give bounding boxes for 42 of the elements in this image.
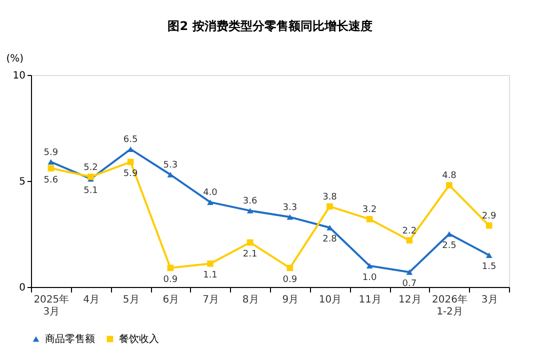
data-label: 1.1 — [203, 270, 218, 281]
x-tick-label: 12月 — [398, 294, 422, 306]
data-label: 5.2 — [84, 162, 98, 173]
chart-title: 图2 按消费类型分零售额同比增长速度 — [168, 19, 372, 33]
data-label: 5.3 — [163, 160, 178, 171]
data-label: 4.8 — [442, 171, 457, 182]
x-tick-label: 3月 — [481, 294, 498, 306]
x-tick-label: 5月 — [122, 294, 140, 306]
legend-label: 商品零售额 — [45, 333, 95, 345]
data-label: 5.6 — [44, 175, 58, 186]
data-label: 0.7 — [402, 279, 417, 290]
y-tick-label: 5 — [19, 176, 26, 188]
data-label: 5.1 — [84, 186, 98, 196]
data-label: 3.6 — [242, 196, 258, 207]
data-label: 1.0 — [362, 272, 378, 283]
data-label: 0.9 — [163, 274, 178, 285]
x-tick-label: 9月 — [282, 294, 299, 306]
x-tick-label: 8月 — [242, 294, 259, 306]
data-label: 6.5 — [123, 135, 138, 146]
data-label: 3.2 — [362, 205, 377, 216]
y-axis-title: (%) — [6, 54, 24, 64]
y-tick-label: 10 — [12, 70, 26, 82]
data-label: 4.0 — [203, 188, 218, 198]
data-label: 3.3 — [282, 203, 298, 214]
data-label: 1.5 — [482, 262, 496, 272]
x-tick-label: 2026年 1-2月 — [432, 294, 468, 318]
legend-label: 餐饮收入 — [119, 333, 159, 345]
x-tick-label: 7月 — [202, 294, 219, 306]
x-tick-label: 4月 — [83, 294, 100, 306]
data-label: 2.2 — [402, 226, 417, 236]
data-label: 2.9 — [482, 212, 497, 222]
y-tick-label: 0 — [19, 282, 26, 294]
x-tick-label: 2025年 3月 — [34, 294, 70, 318]
data-label: 2.1 — [242, 249, 258, 260]
x-tick-label: 6月 — [162, 294, 180, 306]
x-tick-label: 11月 — [358, 294, 382, 306]
x-tick-label: 10月 — [318, 294, 342, 306]
data-label: 0.9 — [282, 274, 298, 285]
data-label: 3.8 — [322, 192, 338, 202]
data-label: 5.9 — [44, 148, 58, 158]
data-label: 2.5 — [442, 241, 456, 251]
data-label: 2.8 — [322, 234, 338, 245]
